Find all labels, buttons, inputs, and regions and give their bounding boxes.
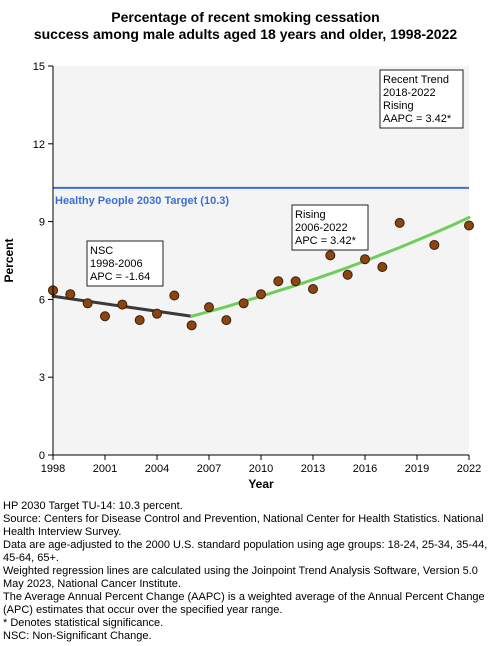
y-tick-label: 12 [33, 139, 45, 151]
x-axis-label: Year [248, 477, 274, 491]
data-point [238, 298, 249, 309]
x-tick-label: 2010 [249, 463, 273, 475]
data-point [360, 254, 370, 265]
data-point [464, 220, 474, 231]
axis-layer: 0 3 6 9 12 15 1998 2001 2004 2007 2010 2013 2016 2019… [33, 61, 481, 475]
chart-title: Percentage of recent smoking cessation s… [0, 9, 491, 43]
x-tick-label: 2001 [93, 463, 117, 475]
y-axis-label: Percent [2, 238, 16, 282]
annotation-line: 2006-2022 [295, 222, 348, 234]
annotation-frame [379, 69, 464, 129]
footnote-line: Data are age-adjusted to the 2000 U.S. s… [3, 539, 488, 564]
data-point [377, 261, 388, 272]
y-tick-label: 9 [39, 217, 45, 229]
annotation-line: APC = 3.42* [295, 235, 357, 247]
data-point [394, 217, 405, 228]
data-point [134, 315, 145, 326]
data-point [273, 276, 284, 287]
annotation-line: AAPC = 3.42* [383, 113, 452, 125]
data-point [204, 302, 214, 313]
data-point [152, 308, 162, 319]
annotation-frame [86, 240, 164, 287]
data-point [342, 269, 353, 280]
annotation-line: Rising [295, 209, 326, 221]
footnote-line: * Denotes statistical significance. [3, 617, 164, 629]
data-point [65, 289, 76, 300]
x-tick-label: 2016 [353, 463, 377, 475]
data-point [117, 299, 128, 310]
annotation-line: NSC [90, 245, 113, 257]
x-tick-label: 2022 [457, 463, 481, 475]
data-point [221, 315, 232, 326]
data-point [100, 311, 110, 322]
x-tick-label: 2007 [197, 463, 221, 475]
annotation-line: Recent Trend [383, 74, 449, 86]
footnote-line: Source: Centers for Disease Control and … [3, 513, 484, 538]
data-point [429, 239, 440, 250]
y-tick-label: 15 [33, 61, 45, 73]
data-point [256, 289, 266, 300]
y-tick-label: 3 [39, 372, 45, 384]
target-label: Healthy People 2030 Target (10.3) [55, 195, 229, 207]
annotation-line: Rising [383, 100, 414, 112]
x-tick-label: 2013 [301, 463, 325, 475]
chart-title-line-2: success among male adults aged 18 years … [33, 26, 458, 42]
footnote-line: HP 2030 Target TU-14: 10.3 percent. [3, 500, 183, 512]
y-tick-label: 6 [39, 294, 45, 306]
footnote-line: Weighted regression lines are calculated… [3, 565, 478, 590]
data-point [325, 250, 336, 261]
annotation-line: 1998-2006 [90, 258, 143, 270]
footnote-line: The Average Annual Percent Change (AAPC)… [3, 591, 485, 616]
data-point [186, 320, 197, 331]
data-point [82, 298, 93, 309]
annotation-line: APC = -1.64 [90, 271, 150, 283]
chart-title-line-1: Percentage of recent smoking cessation [111, 9, 380, 25]
data-point [290, 276, 301, 287]
scatter-chart: Healthy People 2030 Target (10.3) 0 3 6 9 12… [2, 61, 481, 491]
y-tick-label: 0 [39, 450, 45, 462]
data-point [308, 284, 318, 295]
x-tick-label: 2004 [145, 463, 169, 475]
footnotes: HP 2030 Target TU-14: 10.3 percent. Sourc… [3, 500, 489, 643]
annotation-line: 2018-2022 [383, 87, 436, 99]
trend-line-2 [190, 215, 471, 318]
x-tick-label: 1998 [41, 463, 65, 475]
x-tick-label: 2019 [405, 463, 429, 475]
target-layer: Healthy People 2030 Target (10.3) [53, 186, 469, 207]
data-point [169, 290, 180, 301]
footnote-line: NSC: Non-Significant Change. [3, 630, 152, 642]
annotation-frame [291, 204, 369, 251]
